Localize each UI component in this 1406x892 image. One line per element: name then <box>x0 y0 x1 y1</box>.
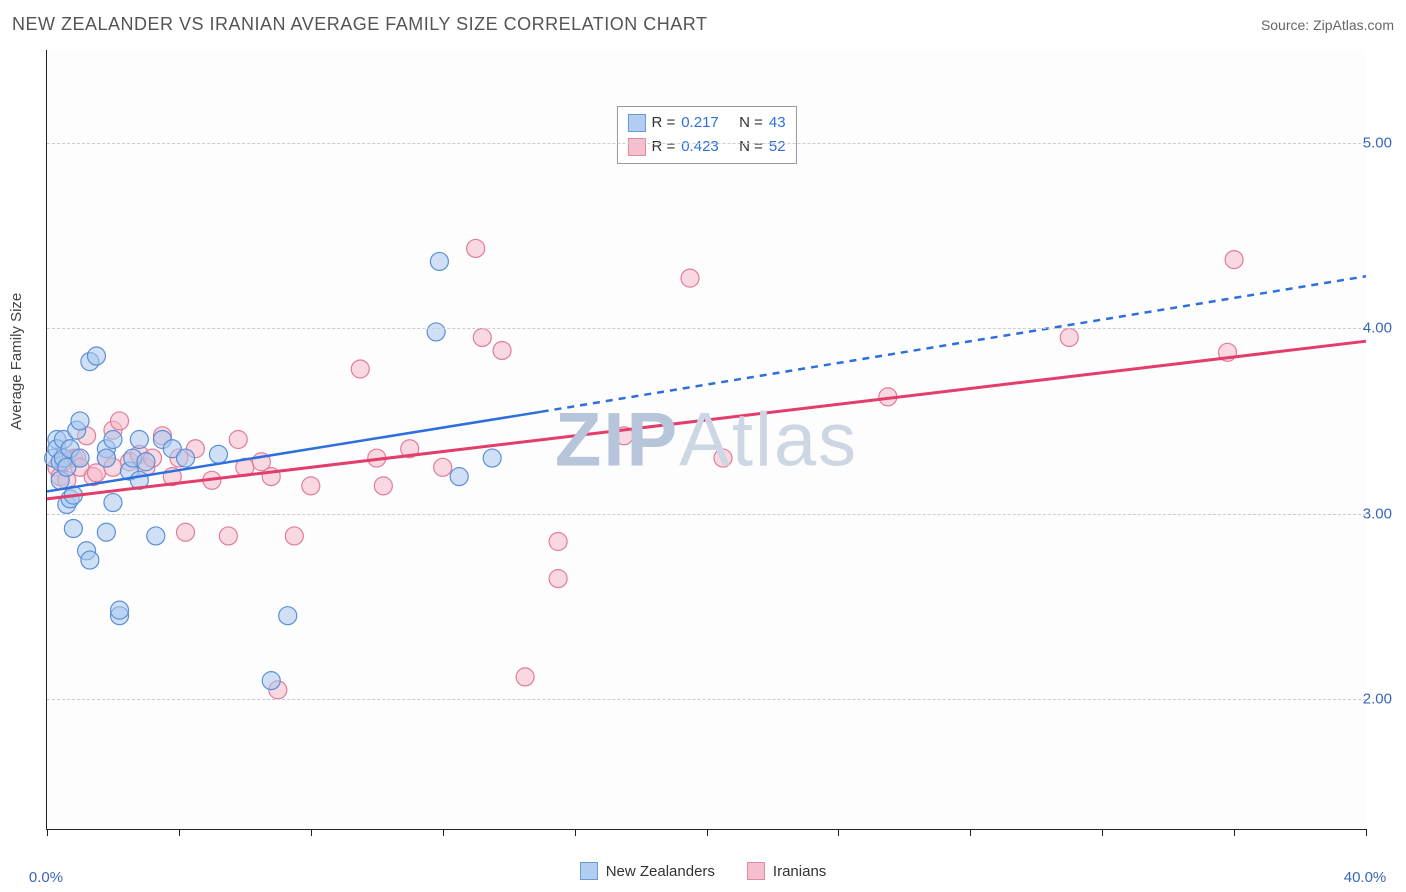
stats-row-a: R = 0.217 N = 43 <box>627 111 785 135</box>
r-value: 0.423 <box>681 135 719 159</box>
n-value: 43 <box>769 111 786 135</box>
y-axis-label: Average Family Size <box>8 293 25 430</box>
y-tick-label: 4.00 <box>1363 320 1392 337</box>
n-label: N = <box>739 135 763 159</box>
y-tick-label: 5.00 <box>1363 134 1392 151</box>
n-label: N = <box>739 111 763 135</box>
legend-label: New Zealanders <box>606 863 715 880</box>
legend-item-b: Iranians <box>747 862 826 880</box>
plot-svg <box>47 50 1366 829</box>
stats-legend: R = 0.217 N = 43 R = 0.423 N = 52 <box>616 106 796 164</box>
x-tick-label: 40.0% <box>1344 869 1387 886</box>
n-value: 52 <box>769 135 786 159</box>
swatch-a-icon <box>580 862 598 880</box>
y-tick-label: 2.00 <box>1363 691 1392 708</box>
source-label: Source: ZipAtlas.com <box>1261 17 1394 33</box>
swatch-a-icon <box>627 114 645 132</box>
swatch-b-icon <box>627 138 645 156</box>
stats-row-b: R = 0.423 N = 52 <box>627 135 785 159</box>
series-legend: New Zealanders Iranians <box>0 862 1406 880</box>
y-tick-label: 3.00 <box>1363 505 1392 522</box>
x-tick-label: 0.0% <box>29 869 63 886</box>
r-label: R = <box>651 111 675 135</box>
chart-area: ZIPAtlas R = 0.217 N = 43 R = 0.423 N = … <box>46 50 1366 830</box>
r-label: R = <box>651 135 675 159</box>
swatch-b-icon <box>747 862 765 880</box>
legend-item-a: New Zealanders <box>580 862 715 880</box>
chart-title: NEW ZEALANDER VS IRANIAN AVERAGE FAMILY … <box>12 14 707 35</box>
legend-label: Iranians <box>773 863 826 880</box>
r-value: 0.217 <box>681 111 719 135</box>
